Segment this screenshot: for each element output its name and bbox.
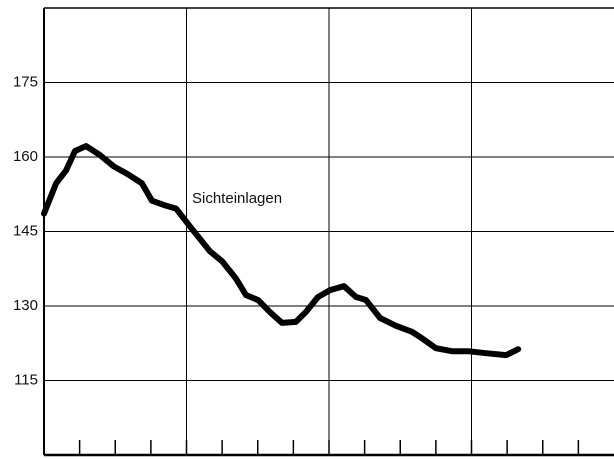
line — [41, 143, 522, 359]
y-tick-label: 115 — [14, 371, 38, 388]
annotation: Sichteinlagen — [192, 190, 282, 207]
y-tick-label: 160 — [13, 148, 38, 165]
y-tick-label: 130 — [13, 297, 38, 314]
y-tick-label: 145 — [13, 222, 38, 239]
y-tick-label: 175 — [13, 73, 38, 90]
